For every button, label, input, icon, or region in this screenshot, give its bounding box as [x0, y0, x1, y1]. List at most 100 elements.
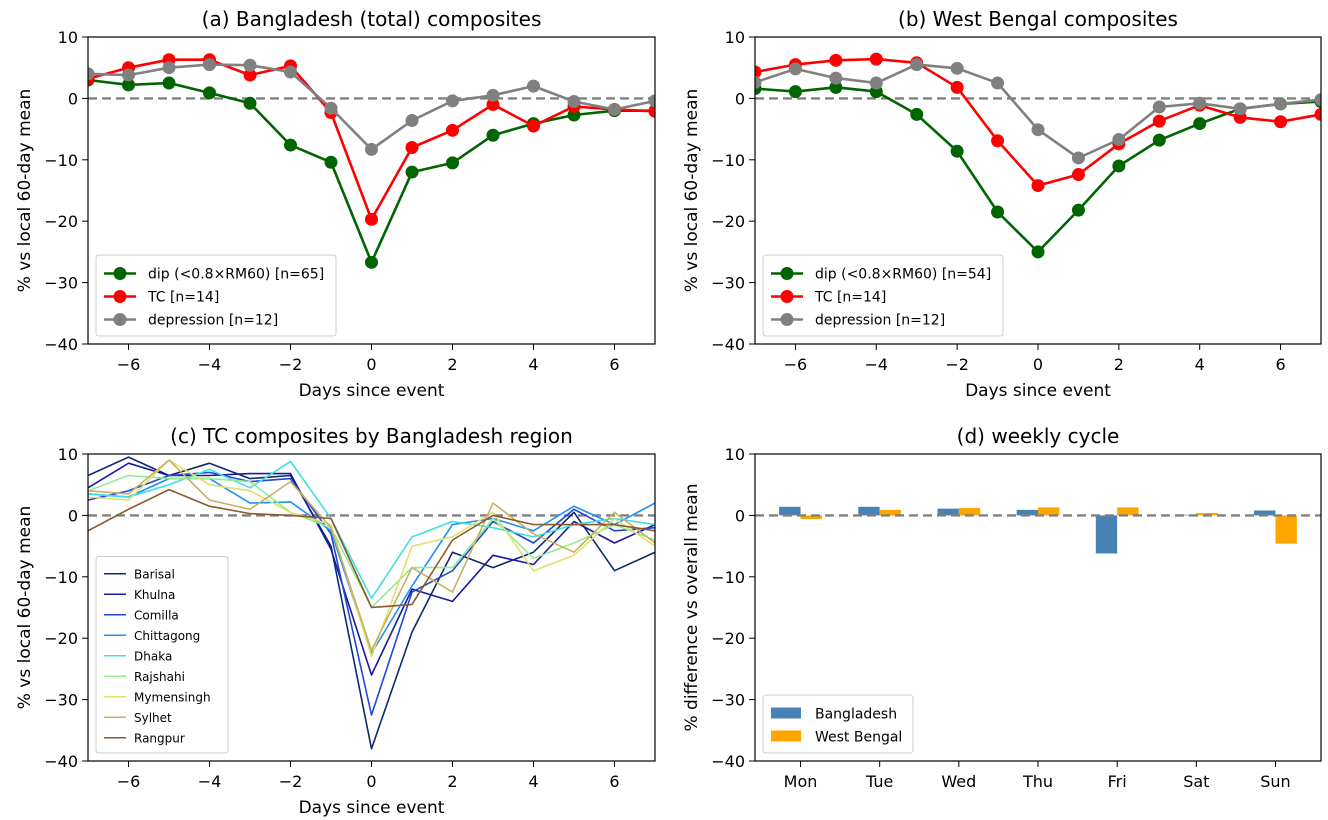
- y-tick-label: −20: [711, 629, 745, 648]
- legend-label: depression [n=12]: [148, 313, 278, 329]
- y-tick-label: −40: [711, 752, 745, 771]
- data-point: [527, 119, 540, 133]
- data-point: [608, 102, 621, 116]
- chart-title: (a) Bangladesh (total) composites: [202, 7, 542, 31]
- legend-label: depression [n=12]: [815, 313, 945, 329]
- y-axis-label: % vs local 60-day mean: [15, 89, 35, 293]
- axes-frame: [87, 453, 656, 762]
- legend: dip (<0.8×RM60) [n=54] TC [n=14] depressio…: [762, 254, 1004, 337]
- x-tick-label: 4: [528, 355, 538, 374]
- bar-west-bengal-sun: [1275, 515, 1297, 544]
- data-point: [1193, 117, 1207, 131]
- bar-bangladesh-thu: [1016, 509, 1038, 516]
- legend-label: Comilla: [134, 608, 179, 622]
- y-tick-label: −30: [44, 274, 78, 293]
- data-point: [324, 155, 338, 169]
- legend-swatch: [771, 707, 801, 719]
- x-axis-label: Days since event: [299, 798, 445, 818]
- plot-area: [88, 456, 655, 750]
- data-point: [755, 75, 762, 89]
- data-point: [122, 78, 135, 92]
- x-tick-label: −2: [279, 772, 303, 791]
- data-point: [446, 156, 459, 170]
- y-tick-label: 0: [68, 89, 78, 108]
- y-tick-label: 10: [58, 28, 78, 47]
- y-axis-label: % difference vs overall mean: [682, 483, 702, 731]
- data-point: [162, 61, 176, 75]
- y-tick-label: −20: [44, 212, 78, 231]
- legend: dip (<0.8×RM60) [n=65] TC [n=14] depressio…: [95, 254, 337, 337]
- bar-west-bengal-wed: [958, 508, 981, 516]
- data-point: [755, 65, 762, 79]
- legend-swatch: [771, 730, 801, 742]
- x-tick-label: 4: [1195, 355, 1205, 374]
- y-tick-label: −10: [711, 151, 745, 170]
- series-line-sylhet: [88, 459, 655, 652]
- data-point: [1152, 133, 1166, 147]
- bar-west-bengal-thu: [1038, 507, 1060, 516]
- data-point: [648, 94, 655, 108]
- series-line-rangpur: [88, 488, 655, 609]
- x-tick-label: −4: [198, 772, 222, 791]
- data-point: [991, 205, 1005, 219]
- data-point: [567, 94, 581, 108]
- legend-label: Khulna: [134, 588, 175, 602]
- data-point: [788, 85, 802, 99]
- y-tick-label: −10: [44, 568, 78, 587]
- bar-bangladesh-tue: [858, 506, 880, 516]
- data-point: [950, 61, 964, 75]
- data-point: [243, 96, 257, 110]
- x-tick-label: 0: [366, 355, 376, 374]
- data-point: [486, 88, 500, 102]
- data-point: [1112, 133, 1126, 147]
- x-tick-label: 2: [447, 355, 457, 374]
- plot-area: [755, 506, 1321, 554]
- data-point: [405, 165, 419, 179]
- y-tick-label: 0: [735, 89, 745, 108]
- y-tick-label: −40: [44, 335, 78, 354]
- y-tick-label: −10: [44, 151, 78, 170]
- data-point: [1031, 123, 1045, 137]
- y-tick-label: −40: [711, 335, 745, 354]
- data-point: [1274, 97, 1288, 111]
- legend: Barisal Khulna Comilla Chittagong Dhaka Rajsh…: [95, 556, 229, 754]
- legend-label: TC [n=14]: [814, 290, 886, 306]
- legend-marker: [113, 313, 127, 326]
- data-point: [284, 138, 297, 152]
- data-point: [365, 255, 378, 269]
- legend-label: Sylhet: [134, 711, 172, 725]
- data-point: [1031, 245, 1045, 259]
- data-point: [1031, 179, 1045, 193]
- x-tick-label: 2: [447, 772, 457, 791]
- data-point: [486, 98, 500, 112]
- x-tick-label: −2: [945, 355, 969, 374]
- data-point: [324, 101, 338, 115]
- data-point: [1071, 168, 1085, 182]
- panel-c: (c) TC composites by Bangladesh region −4…: [15, 424, 656, 818]
- y-axis-label: % vs local 60-day mean: [682, 89, 702, 293]
- data-point: [829, 53, 843, 67]
- data-point: [446, 94, 459, 108]
- x-tick-label: 6: [609, 772, 619, 791]
- data-point: [1152, 114, 1166, 128]
- axes-frame: [754, 453, 1322, 762]
- y-tick-label: 10: [58, 445, 78, 464]
- legend-marker: [780, 290, 794, 303]
- bar-west-bengal-fri: [1117, 507, 1139, 516]
- data-point: [648, 104, 655, 118]
- chart-title: (b) West Bengal composites: [898, 7, 1178, 31]
- data-point: [1274, 115, 1288, 129]
- chart-title: (d) weekly cycle: [957, 424, 1120, 448]
- data-point: [869, 76, 883, 90]
- legend-marker: [113, 290, 127, 303]
- bar-bangladesh-mon: [779, 506, 801, 516]
- plot-area: [755, 52, 1321, 259]
- data-point: [1314, 93, 1321, 107]
- bar-bangladesh-sat: [1174, 514, 1197, 516]
- data-point: [1193, 96, 1207, 110]
- data-point: [829, 71, 843, 85]
- legend: Bangladesh West Bengal: [762, 694, 914, 754]
- plot-area: [88, 53, 655, 269]
- legend-box: [95, 254, 337, 337]
- x-tick-label: Tue: [865, 772, 893, 791]
